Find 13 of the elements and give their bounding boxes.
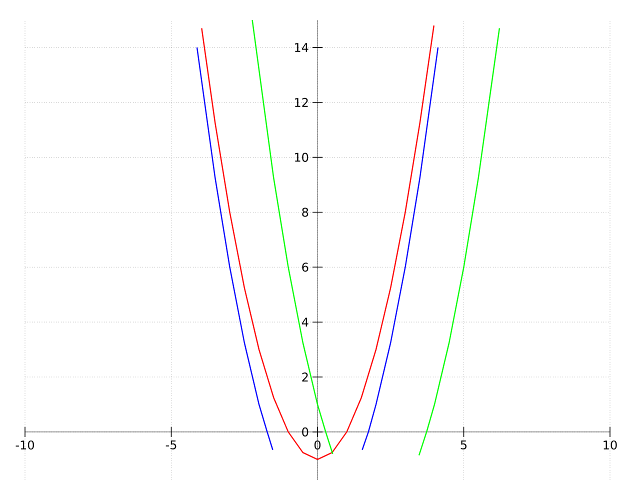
x-tick-label: -10 (16, 440, 34, 450)
y-tick-label: 6 (302, 262, 308, 272)
y-tick-label: 12 (295, 98, 308, 107)
y-tick-label: 10 (295, 152, 308, 162)
y-tick-label: 8 (302, 208, 308, 217)
y-tick-label: 14 (295, 42, 308, 52)
y-tick-label: 4 (302, 318, 308, 326)
y-tick-label: 0 (302, 427, 308, 436)
x-tick-label: 10 (604, 440, 617, 450)
x-tick-label: -5 (166, 440, 176, 450)
x-tick-label: 0 (314, 440, 321, 450)
y-tick-label: 2 (302, 372, 308, 382)
x-tick-label: 5 (460, 440, 467, 450)
